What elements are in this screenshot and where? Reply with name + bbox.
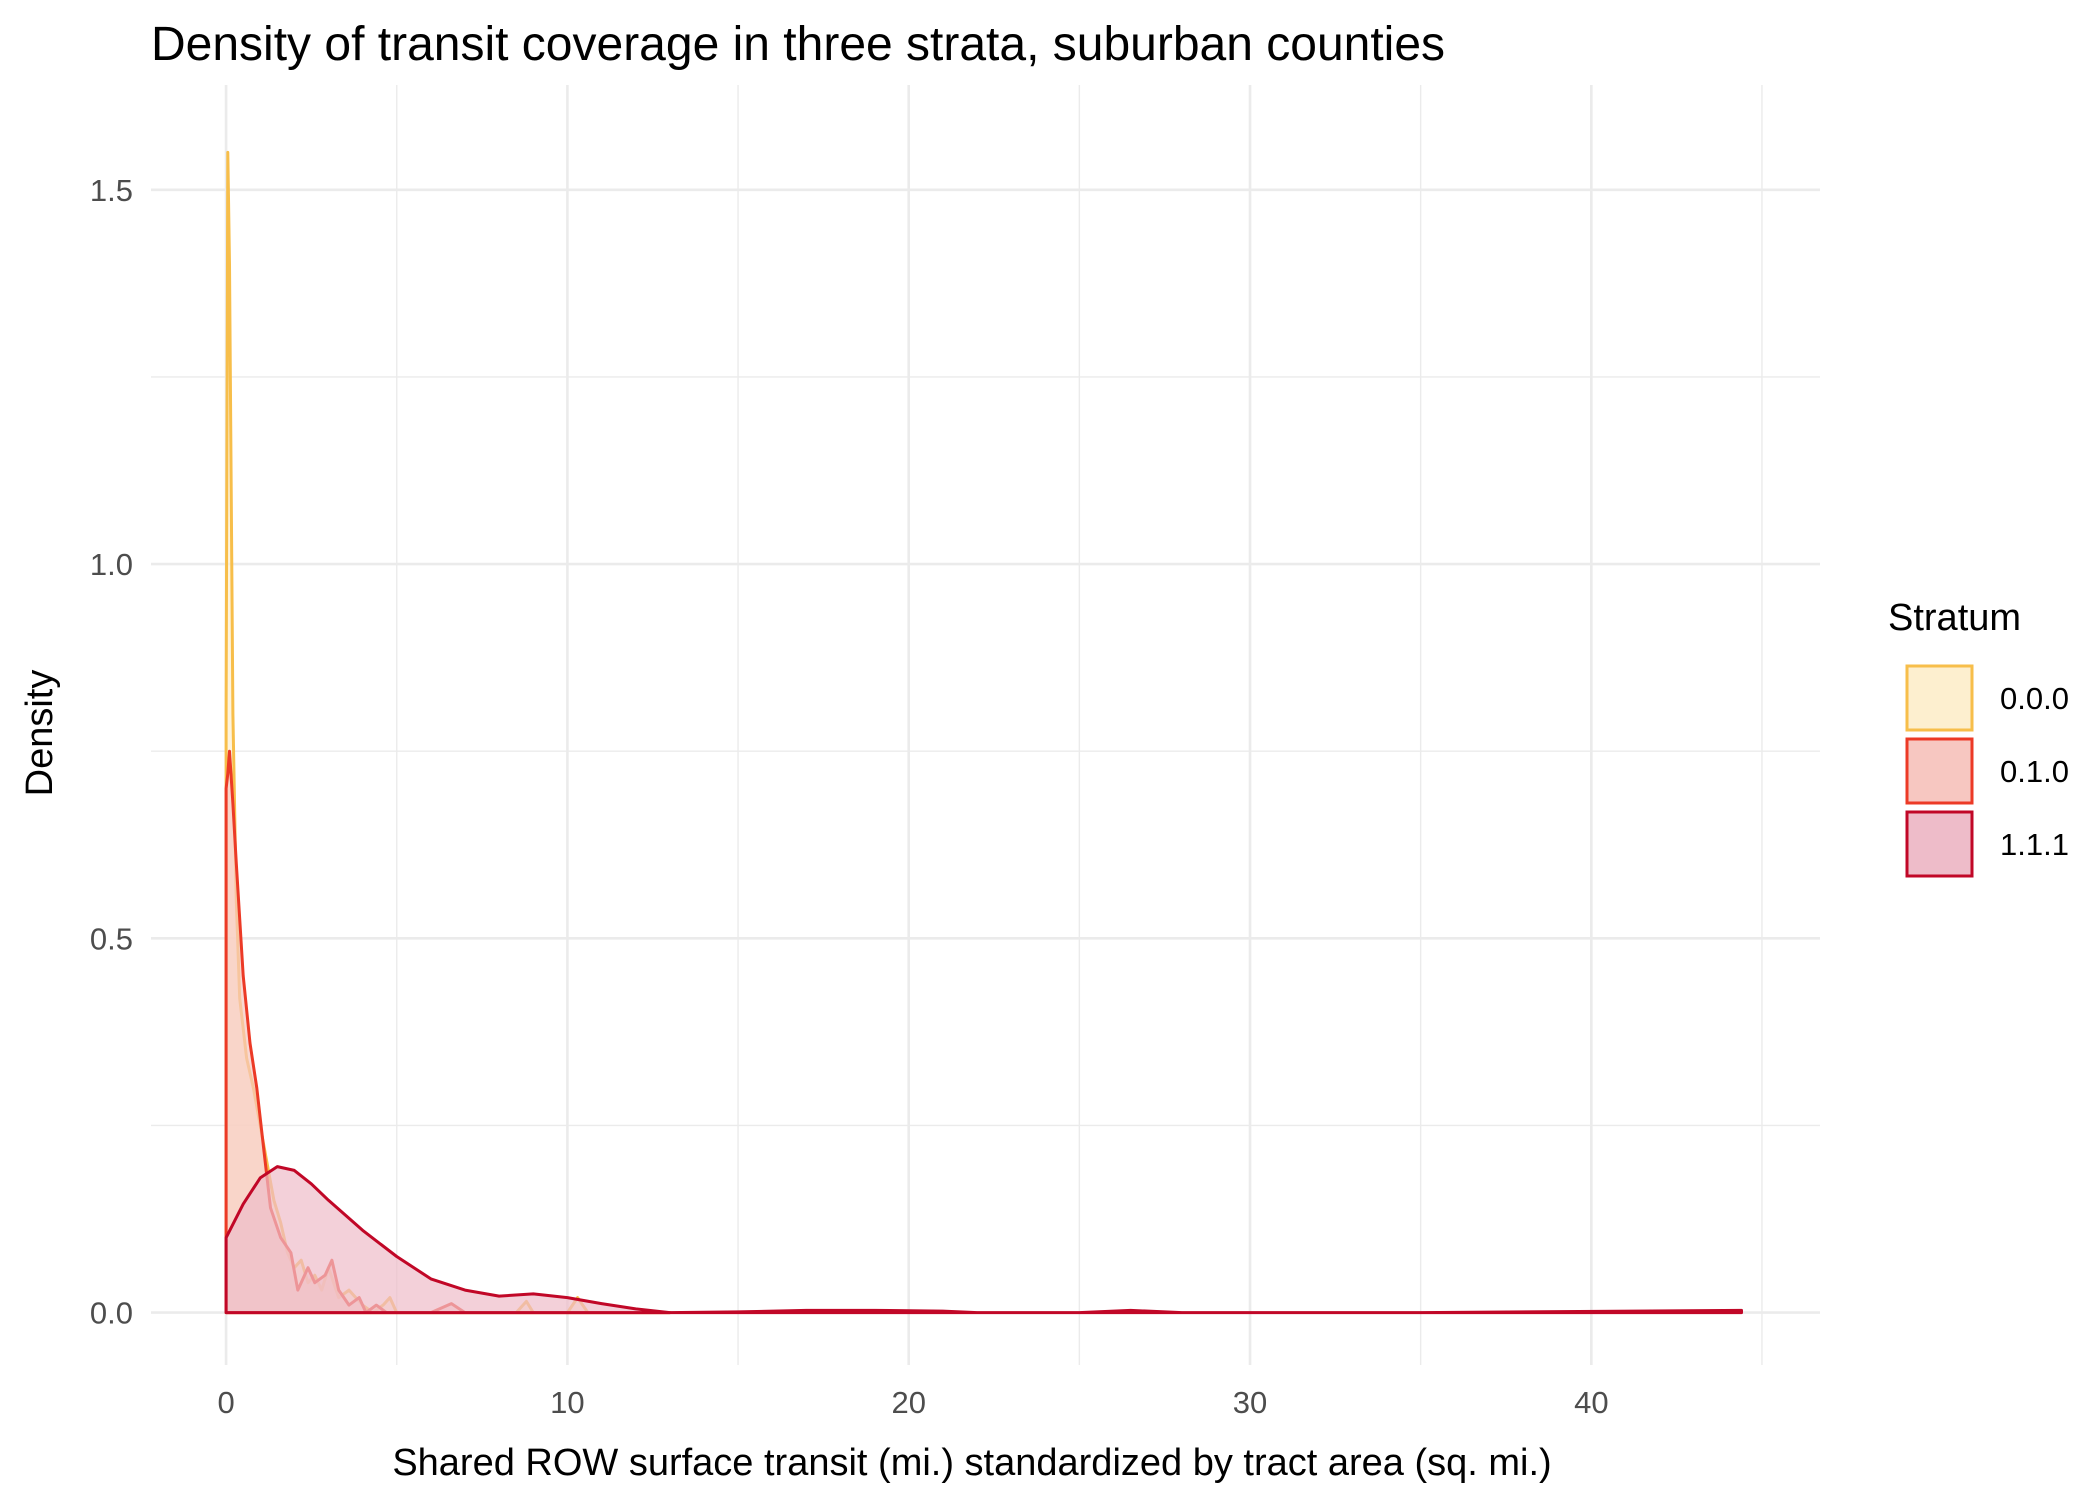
x-tick-label: 40 (1574, 1385, 1608, 1420)
legend: Stratum 0.0.0 0.1.0 1.1.1 (1888, 597, 2069, 878)
legend-title: Stratum (1888, 597, 2021, 639)
legend-key-0-0-0 (1905, 664, 1974, 732)
legend-label: 0.0.0 (2000, 681, 2069, 716)
y-tick-label: 1.5 (90, 173, 133, 208)
legend-label: 1.1.1 (2000, 827, 2069, 862)
y-tick-label: 0.0 (90, 1296, 133, 1331)
legend-key-1-1-1 (1905, 810, 1974, 878)
x-axis-title: Shared ROW surface transit (mi.) standar… (392, 1442, 1551, 1484)
density-area-0-0-0 (224, 150, 672, 1315)
y-tick-label: 0.5 (90, 921, 133, 956)
x-tick-label: 20 (891, 1385, 925, 1420)
x-tick-label: 10 (550, 1385, 584, 1420)
chart-title: Density of transit coverage in three str… (151, 18, 1445, 71)
density-area-1-1-1 (224, 1165, 1743, 1315)
x-tick-label: 0 (217, 1385, 234, 1420)
legend-label: 0.1.0 (2000, 754, 2069, 789)
x-axis-ticks: 0 10 20 30 40 (217, 1385, 1608, 1420)
y-axis-title: Density (19, 670, 61, 797)
y-axis-ticks: 0.0 0.5 1.0 1.5 (90, 173, 133, 1331)
legend-key-0-1-0 (1905, 737, 1974, 805)
y-tick-label: 1.0 (90, 547, 133, 582)
grid (151, 85, 1820, 1365)
x-tick-label: 30 (1233, 1385, 1267, 1420)
density-areas (224, 150, 1743, 1315)
